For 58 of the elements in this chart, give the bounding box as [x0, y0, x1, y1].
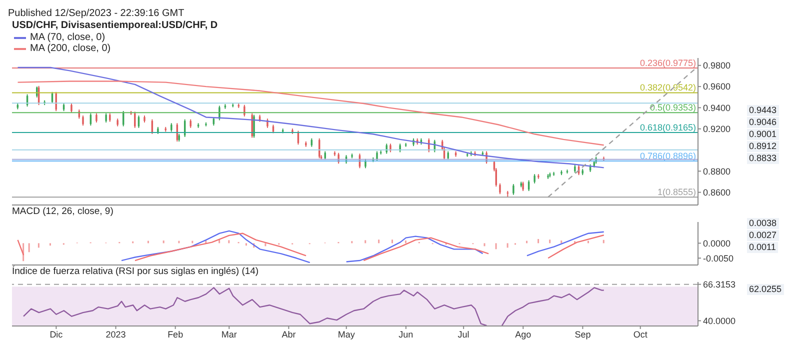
candlestick	[253, 114, 255, 138]
candlestick	[376, 150, 378, 162]
ref-line-label: 0.618(0.9165)	[640, 122, 696, 133]
candlestick	[105, 112, 107, 124]
x-tick-label: Oct	[633, 329, 648, 340]
chart-title: USD/CHF, Divisasentiemporeal:USD/CHF, D	[12, 20, 218, 31]
y-tick-label: 0.9400	[703, 102, 731, 113]
x-tick-label: Jun	[398, 329, 414, 340]
x-tick-label: 2023	[106, 329, 126, 340]
line-series	[17, 66, 604, 168]
candlestick	[534, 174, 536, 184]
x-tick-label: Mar	[221, 329, 237, 340]
legend-label: MA (70, close, 0)	[30, 32, 106, 43]
line-series	[17, 80, 604, 146]
chart-title: Índice de fuerza relativa (RSI por sus siglas en inglés) (14)	[12, 266, 259, 277]
y-tick-label: 40.0000	[703, 316, 736, 326]
x-tick-label: Feb	[168, 329, 184, 340]
y-tick-label: 0.9600	[703, 82, 731, 92]
candlestick	[96, 112, 98, 124]
candlestick	[55, 91, 57, 112]
text: 0.0038	[747, 218, 779, 229]
candlestick	[251, 112, 253, 138]
y-tick-label: 0.8600	[703, 188, 731, 198]
text: 0.9001	[747, 128, 779, 140]
y-tick-label: -0.0050	[703, 253, 734, 264]
ref-line-label: 0.236(0.9775)	[640, 58, 696, 68]
y-tick-label: 66.3153	[703, 280, 736, 290]
candlestick	[386, 143, 388, 154]
x-tick-label: Sep	[574, 329, 591, 340]
x-tick-label: Dic	[50, 329, 64, 340]
candlestick	[82, 115, 84, 126]
text: 62.0255	[747, 284, 784, 295]
chart-title: MACD (12, 26, close, 9)	[12, 206, 114, 217]
ref-line-label: 0.5(0.9353)	[650, 102, 696, 113]
text: 0.0027	[747, 230, 779, 241]
candlestick	[70, 102, 72, 114]
y-tick-label: 0.0000	[703, 238, 731, 248]
candlestick	[512, 184, 514, 196]
text: 0.9443	[747, 104, 779, 116]
text: 0.0011	[747, 242, 778, 253]
x-tick-label: Abr	[282, 329, 296, 340]
ref-line-label: 0.786(0.8896)	[640, 151, 696, 162]
x-tick-label: Jul	[458, 329, 470, 340]
text: 0.8833	[747, 152, 779, 164]
x-tick-label: May	[338, 329, 356, 340]
candlestick	[522, 181, 524, 192]
candlestick	[499, 182, 501, 195]
x-tick-label: Ago	[515, 329, 532, 340]
chart-subtitle: Published 12/Sep/2023 - 22:39:16 GMT	[8, 8, 184, 19]
candlestick	[364, 158, 366, 169]
text: 0.9046	[747, 116, 779, 128]
legend-label: MA (200, close, 0)	[30, 43, 111, 54]
y-tick-label: 0.9800	[703, 60, 731, 71]
ref-line-label: 0.382(0.9542)	[640, 82, 696, 93]
text: 0.8912	[747, 140, 779, 152]
y-tick-label: 0.8800	[703, 166, 731, 176]
y-tick-label: 0.9200	[703, 124, 731, 134]
ref-line-label: 1(0.8555)	[657, 187, 696, 198]
